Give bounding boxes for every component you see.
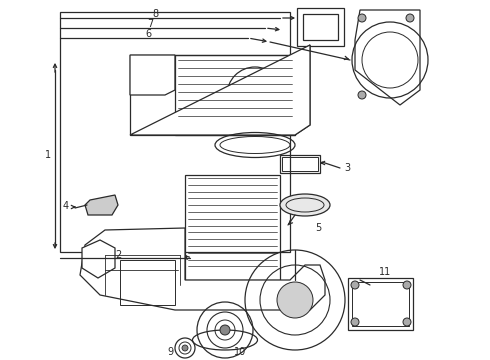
Bar (60, 12, 290, 252)
Text: 8: 8 (152, 9, 158, 19)
Text: 1: 1 (45, 150, 51, 160)
Polygon shape (130, 45, 310, 135)
Circle shape (358, 14, 366, 22)
Text: 6: 6 (145, 29, 151, 39)
Bar (175, 55, 295, 135)
Text: 7: 7 (147, 19, 153, 29)
Text: 11: 11 (379, 267, 391, 277)
Circle shape (351, 281, 359, 289)
Text: 2: 2 (115, 250, 121, 260)
Polygon shape (80, 228, 325, 310)
Text: 9: 9 (167, 347, 173, 357)
Text: 10: 10 (234, 347, 246, 357)
Bar (303, 14, 338, 40)
Polygon shape (130, 55, 175, 95)
Polygon shape (85, 195, 118, 215)
Text: 5: 5 (315, 223, 321, 233)
Text: 3: 3 (344, 163, 350, 173)
Bar (280, 155, 320, 173)
Circle shape (182, 345, 188, 351)
Bar (130, 55, 295, 135)
Circle shape (403, 318, 411, 326)
Bar (297, 8, 344, 46)
Bar (185, 175, 280, 280)
Circle shape (406, 14, 414, 22)
Bar (282, 157, 318, 171)
Polygon shape (355, 10, 420, 105)
Bar (352, 282, 409, 326)
Text: 4: 4 (63, 201, 69, 211)
Polygon shape (82, 240, 115, 278)
Ellipse shape (280, 194, 330, 216)
Polygon shape (295, 45, 310, 135)
Bar (348, 278, 413, 330)
Ellipse shape (286, 198, 324, 212)
Circle shape (277, 282, 313, 318)
Circle shape (358, 91, 366, 99)
Circle shape (403, 281, 411, 289)
Circle shape (351, 318, 359, 326)
Bar (120, 260, 175, 305)
Circle shape (220, 325, 230, 335)
